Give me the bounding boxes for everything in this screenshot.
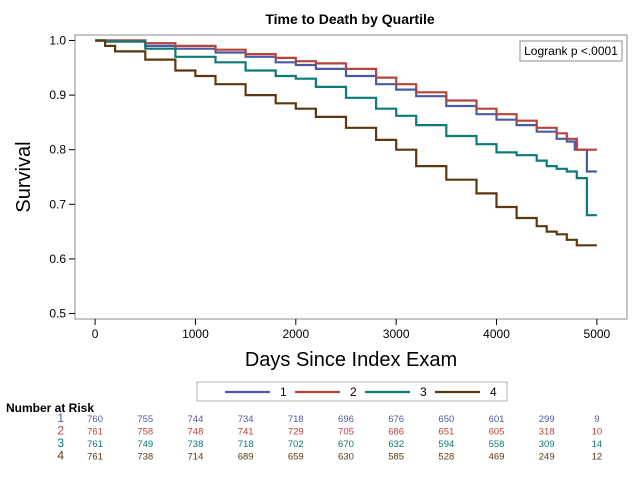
risk-table: 1 760 755 744 734 718 696 676 650 601 299 92 761 758 7… (57, 411, 602, 463)
risk-cell: 744 (188, 414, 204, 425)
risk-cell: 760 (87, 414, 103, 425)
risk-cell: 528 (438, 452, 454, 463)
legend-box (196, 381, 508, 402)
risk-cell: 299 (539, 414, 555, 425)
risk-cell: 10 (592, 427, 603, 438)
y-axis: 0.5 0.6 0.7 0.8 0.9 1.0 (49, 33, 75, 321)
legend-label-4: 4 (490, 385, 497, 399)
risk-group-label: 2 (57, 424, 64, 438)
risk-cell: 689 (238, 452, 254, 463)
x-tick-label: 4000 (483, 327, 510, 341)
risk-cell: 601 (489, 414, 505, 425)
risk-cell: 558 (489, 439, 505, 450)
risk-cell: 309 (539, 439, 555, 450)
risk-cell: 9 (594, 414, 599, 425)
survival-line-1 (95, 39, 597, 173)
survival-line-4 (95, 39, 597, 247)
risk-cell: 676 (388, 414, 404, 425)
risk-cell: 670 (338, 439, 354, 450)
x-tick-label: 5000 (584, 327, 611, 341)
risk-cell: 702 (288, 439, 304, 450)
risk-cell: 630 (338, 452, 354, 463)
risk-cell: 749 (137, 439, 153, 450)
survival-line-2 (95, 39, 597, 151)
risk-cell: 705 (338, 427, 354, 438)
legend: 1 2 3 4 (225, 385, 497, 399)
y-tick-label: 0.5 (49, 307, 66, 321)
risk-cell: 734 (238, 414, 254, 425)
plot-frame (74, 34, 628, 320)
risk-group-label: 1 (57, 411, 64, 425)
risk-cell: 761 (87, 452, 103, 463)
risk-cell: 748 (188, 427, 204, 438)
risk-cell: 729 (288, 427, 304, 438)
risk-cell: 469 (489, 452, 505, 463)
risk-cell: 758 (137, 427, 153, 438)
risk-cell: 761 (87, 427, 103, 438)
logrank-box (519, 40, 623, 62)
y-tick-label: 0.6 (49, 252, 66, 266)
y-tick-label: 0.9 (49, 88, 66, 102)
x-axis: 0 1000 2000 3000 4000 5000 (92, 319, 611, 341)
survival-curves (95, 39, 597, 247)
y-axis-title: Survival (13, 141, 35, 212)
risk-cell: 738 (137, 452, 153, 463)
risk-cell: 605 (489, 427, 505, 438)
risk-cell: 14 (592, 439, 603, 450)
risk-cell: 718 (238, 439, 254, 450)
risk-cell: 651 (438, 427, 454, 438)
risk-cell: 714 (188, 452, 204, 463)
x-tick-label: 0 (92, 327, 99, 341)
risk-cell: 761 (87, 439, 103, 450)
risk-group-label: 3 (57, 436, 64, 450)
risk-cell: 632 (388, 439, 404, 450)
legend-label-1: 1 (280, 385, 287, 399)
risk-cell: 738 (188, 439, 204, 450)
legend-label-3: 3 (420, 385, 427, 399)
x-axis-title: Days Since Index Exam (245, 349, 457, 371)
risk-cell: 741 (238, 427, 254, 438)
risk-cell: 650 (438, 414, 454, 425)
risk-cell: 686 (388, 427, 404, 438)
risk-cell: 718 (288, 414, 304, 425)
x-tick-label: 3000 (383, 327, 410, 341)
x-tick-label: 1000 (182, 327, 209, 341)
logrank-annotation: Logrank p <.0001 (524, 44, 618, 58)
risk-cell: 318 (539, 427, 555, 438)
y-tick-label: 0.7 (49, 197, 66, 211)
legend-label-2: 2 (350, 385, 357, 399)
risk-cell: 12 (592, 452, 603, 463)
y-tick-label: 1.0 (49, 33, 66, 47)
risk-cell: 755 (137, 414, 153, 425)
risk-cell: 696 (338, 414, 354, 425)
chart-title: Time to Death by Quartile (265, 11, 435, 27)
risk-table-title: Number at Risk (6, 401, 94, 415)
risk-group-label: 4 (57, 449, 64, 463)
x-tick-label: 2000 (282, 327, 309, 341)
survival-line-3 (95, 39, 597, 217)
risk-cell: 594 (438, 439, 454, 450)
y-tick-label: 0.8 (49, 143, 66, 157)
risk-cell: 249 (539, 452, 555, 463)
risk-cell: 659 (288, 452, 304, 463)
risk-cell: 585 (388, 452, 404, 463)
